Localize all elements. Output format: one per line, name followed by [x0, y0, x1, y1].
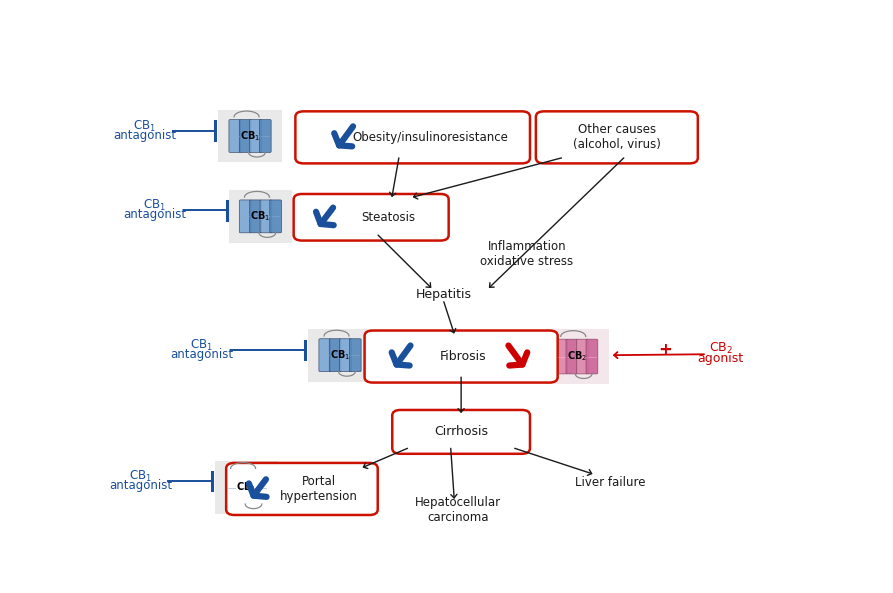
FancyBboxPatch shape [236, 471, 247, 504]
Text: CB$_1$: CB$_1$ [240, 129, 260, 143]
Text: CB$_1$: CB$_1$ [250, 209, 271, 223]
FancyBboxPatch shape [260, 200, 271, 233]
Text: Cirrhosis: Cirrhosis [434, 425, 488, 438]
FancyBboxPatch shape [536, 111, 697, 164]
FancyBboxPatch shape [296, 111, 530, 164]
FancyBboxPatch shape [246, 471, 258, 504]
Text: Hepatitis: Hepatitis [416, 288, 472, 301]
Text: antagonist: antagonist [123, 209, 186, 222]
FancyBboxPatch shape [308, 329, 371, 382]
Text: Fibrosis: Fibrosis [440, 350, 487, 363]
Text: CB$_2$: CB$_2$ [566, 350, 587, 364]
Text: CB$_1$: CB$_1$ [143, 198, 166, 213]
Text: CB$_1$: CB$_1$ [330, 348, 350, 362]
FancyBboxPatch shape [256, 471, 268, 504]
FancyBboxPatch shape [586, 339, 597, 374]
FancyBboxPatch shape [270, 200, 281, 233]
Text: CB$_1$: CB$_1$ [237, 481, 256, 495]
Text: antagonist: antagonist [109, 479, 172, 492]
FancyBboxPatch shape [364, 330, 557, 382]
Text: Hepatocellular
carcinoma: Hepatocellular carcinoma [414, 496, 501, 524]
Text: Portal
hypertension: Portal hypertension [280, 475, 358, 503]
FancyBboxPatch shape [214, 461, 279, 514]
Text: CB$_1$: CB$_1$ [190, 337, 213, 353]
FancyBboxPatch shape [392, 410, 530, 454]
FancyBboxPatch shape [566, 339, 578, 374]
FancyBboxPatch shape [576, 339, 588, 374]
FancyBboxPatch shape [239, 200, 251, 233]
FancyBboxPatch shape [218, 110, 282, 162]
FancyBboxPatch shape [555, 339, 567, 374]
Text: Steatosis: Steatosis [362, 211, 415, 224]
FancyBboxPatch shape [250, 200, 262, 233]
FancyBboxPatch shape [226, 463, 378, 515]
FancyBboxPatch shape [259, 120, 271, 152]
Text: CB$_1$: CB$_1$ [133, 119, 156, 133]
FancyBboxPatch shape [229, 120, 241, 152]
Text: antagonist: antagonist [170, 347, 233, 361]
FancyBboxPatch shape [250, 120, 262, 152]
FancyBboxPatch shape [239, 120, 251, 152]
Text: CB$_2$: CB$_2$ [709, 341, 732, 356]
Text: antagonist: antagonist [113, 129, 177, 142]
Text: agonist: agonist [697, 352, 744, 365]
FancyBboxPatch shape [229, 190, 292, 243]
FancyBboxPatch shape [294, 194, 448, 241]
Text: Other causes
(alcohol, virus): Other causes (alcohol, virus) [573, 123, 661, 151]
FancyBboxPatch shape [545, 329, 608, 384]
Text: CB$_1$: CB$_1$ [129, 469, 152, 484]
Text: Liver failure: Liver failure [575, 476, 645, 489]
FancyBboxPatch shape [330, 339, 341, 372]
FancyBboxPatch shape [225, 471, 238, 504]
Text: Inflammation
oxidative stress: Inflammation oxidative stress [480, 240, 573, 268]
FancyBboxPatch shape [339, 339, 352, 372]
FancyBboxPatch shape [319, 339, 330, 372]
FancyBboxPatch shape [349, 339, 361, 372]
Text: Obesity/insulinoresistance: Obesity/insulinoresistance [352, 131, 508, 144]
Text: +: + [658, 341, 672, 359]
